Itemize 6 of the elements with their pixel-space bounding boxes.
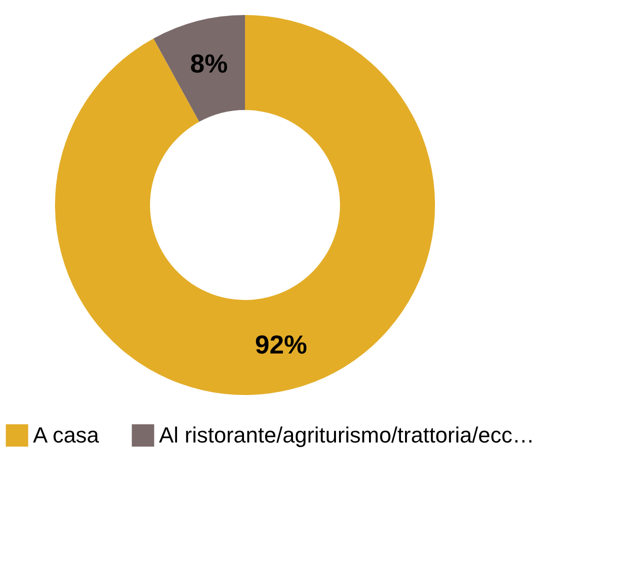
donut-slice xyxy=(55,15,435,395)
legend-label: Al ristorante/agriturismo/trattoria/ecc… xyxy=(159,422,534,448)
data-label: 8% xyxy=(190,48,228,79)
data-label: 92% xyxy=(255,329,308,360)
legend-label: A casa xyxy=(33,422,100,448)
donut-slice xyxy=(153,15,245,122)
